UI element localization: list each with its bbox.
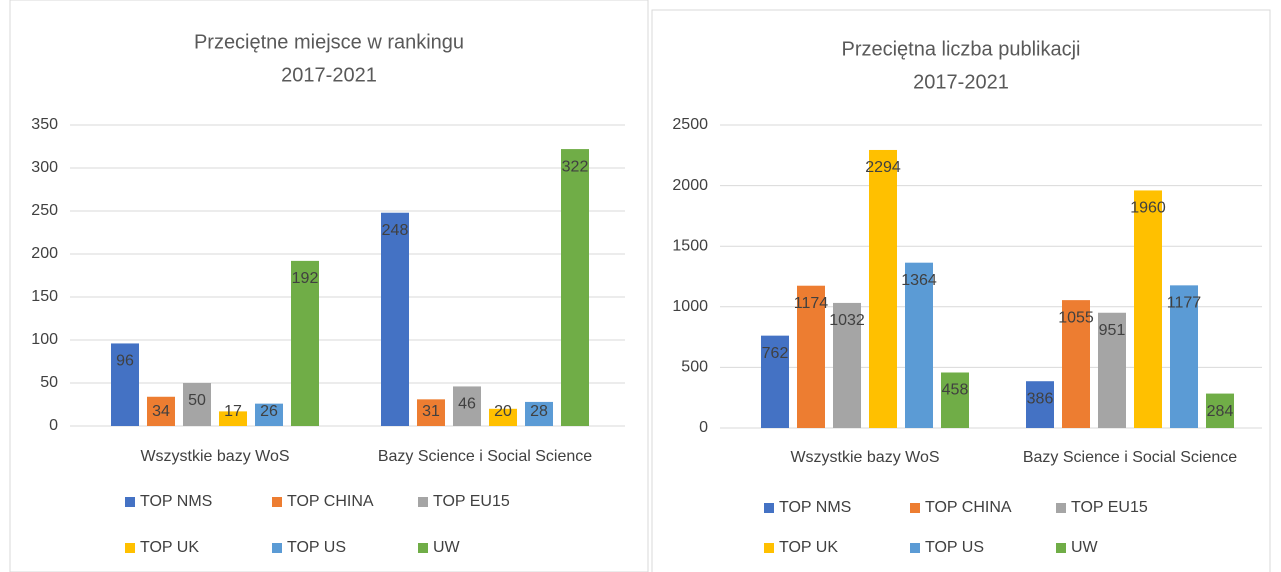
legend-swatch (910, 503, 920, 513)
data-label: 386 (1027, 390, 1054, 407)
data-label: 1177 (1167, 295, 1202, 312)
bar (1098, 312, 1126, 428)
y-tick-label: 350 (31, 116, 58, 133)
bar (381, 212, 409, 426)
chart-frame (9, 0, 649, 572)
bar (453, 386, 481, 426)
bar (489, 408, 517, 426)
legend-swatch (764, 503, 774, 513)
y-tick-label: 0 (49, 417, 58, 434)
y-tick-label: 1000 (672, 298, 708, 315)
bar (761, 335, 789, 428)
y-tick-label: 200 (31, 245, 58, 262)
bar (183, 383, 211, 426)
bar (797, 285, 825, 428)
data-label: 20 (494, 403, 512, 420)
legend-swatch (418, 497, 428, 507)
bar (417, 399, 445, 426)
bar (941, 372, 969, 428)
y-tick-label: 100 (31, 331, 58, 348)
data-label: 762 (762, 345, 789, 362)
legend-swatch (418, 543, 428, 553)
data-label: 192 (292, 270, 319, 287)
bar (219, 411, 247, 426)
bar (1170, 285, 1198, 428)
legend-swatch (272, 497, 282, 507)
data-label: 46 (458, 396, 476, 413)
y-tick-label: 250 (31, 202, 58, 219)
y-tick-label: 2000 (672, 177, 708, 194)
data-label: 50 (188, 392, 206, 409)
data-label: 28 (530, 403, 548, 420)
data-label: 248 (382, 222, 409, 239)
bar (1206, 393, 1234, 428)
legend-label: UW (433, 539, 461, 556)
legend-label: TOP UK (779, 539, 838, 556)
chart-subtitle: 2017-2021 (281, 64, 377, 86)
legend-swatch (1056, 543, 1066, 553)
bar (869, 149, 897, 428)
data-label: 1174 (794, 295, 829, 312)
data-label: 284 (1207, 403, 1234, 420)
bar (111, 343, 139, 426)
legend-label: TOP US (287, 539, 346, 556)
x-tick-label: Bazy Science i Social Science (1023, 449, 1237, 466)
data-label: 17 (224, 403, 242, 420)
legend-swatch (910, 543, 920, 553)
data-label: 2294 (865, 159, 901, 176)
legend-swatch (125, 543, 135, 553)
data-label: 26 (260, 403, 278, 420)
data-label: 322 (562, 158, 589, 175)
y-tick-label: 1500 (672, 237, 708, 254)
legend-label: TOP EU15 (433, 493, 510, 510)
data-label: 1055 (1058, 309, 1094, 326)
bar (291, 260, 319, 426)
legend-swatch (1056, 503, 1066, 513)
data-label: 951 (1099, 322, 1126, 339)
y-tick-label: 50 (40, 374, 58, 391)
data-label: 96 (116, 353, 134, 370)
data-label: 31 (422, 403, 440, 420)
data-label: 1032 (829, 312, 865, 329)
chart-title: Przeciętne miejsce w rankingu (194, 31, 464, 53)
bar (525, 401, 553, 426)
legend-label: TOP NMS (779, 499, 851, 516)
data-label: 1960 (1130, 200, 1166, 217)
legend-label: UW (1071, 539, 1099, 556)
legend-swatch (764, 543, 774, 553)
x-tick-label: Wszystkie bazy WoS (790, 449, 939, 466)
bar (1134, 190, 1162, 428)
x-tick-label: Wszystkie bazy WoS (140, 448, 289, 465)
legend-label: TOP UK (140, 539, 199, 556)
legend-swatch (272, 543, 282, 553)
legend-label: TOP EU15 (1071, 499, 1148, 516)
legend-swatch (125, 497, 135, 507)
x-tick-label: Bazy Science i Social Science (378, 448, 592, 465)
y-tick-label: 2500 (672, 116, 708, 133)
chart-frame (651, 9, 1271, 572)
data-label: 1364 (901, 272, 937, 289)
y-tick-label: 300 (31, 159, 58, 176)
bar (905, 262, 933, 428)
bar (1026, 381, 1054, 428)
legend-label: TOP CHINA (287, 493, 374, 510)
y-tick-label: 0 (699, 419, 708, 436)
legend-label: TOP NMS (140, 493, 212, 510)
bar (147, 396, 175, 426)
legend-label: TOP US (925, 539, 984, 556)
bar (1062, 300, 1090, 428)
bar (833, 302, 861, 428)
bar (561, 149, 589, 426)
y-tick-label: 150 (31, 288, 58, 305)
data-label: 34 (152, 403, 170, 420)
y-tick-label: 500 (681, 359, 708, 376)
bar (255, 403, 283, 426)
chart-subtitle: 2017-2021 (913, 71, 1009, 93)
data-label: 458 (942, 382, 969, 399)
legend-label: TOP CHINA (925, 499, 1012, 516)
chart-title: Przeciętna liczba publikacji (841, 38, 1080, 60)
